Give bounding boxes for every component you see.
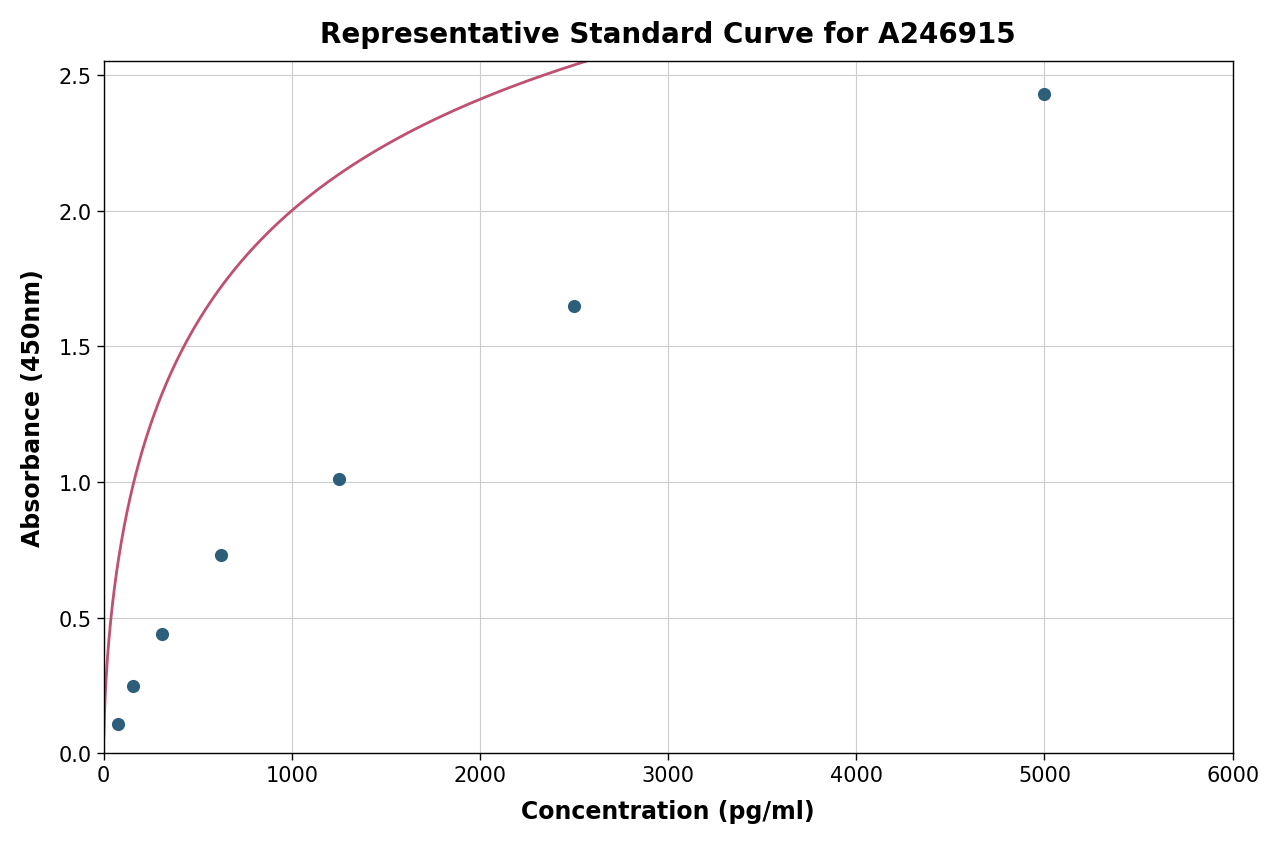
- Point: [108, 717, 128, 731]
- Point: [152, 628, 173, 641]
- Point: [123, 679, 143, 693]
- Y-axis label: Absorbance (450nm): Absorbance (450nm): [20, 269, 45, 547]
- X-axis label: Concentration (pg/ml): Concentration (pg/ml): [521, 799, 815, 823]
- Title: Representative Standard Curve for A246915: Representative Standard Curve for A24691…: [320, 21, 1016, 49]
- Point: [211, 549, 232, 562]
- Point: [1034, 88, 1055, 101]
- Point: [563, 300, 584, 313]
- Point: [329, 473, 349, 486]
